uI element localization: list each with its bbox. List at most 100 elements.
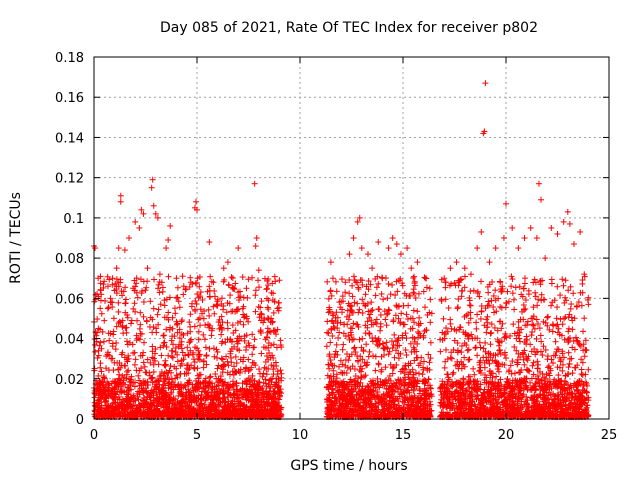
data-point: [512, 284, 519, 291]
data-point: [382, 316, 389, 323]
data-point: [202, 322, 209, 329]
data-point: [427, 296, 434, 303]
data-point: [488, 321, 495, 328]
data-point: [233, 360, 240, 367]
data-point: [228, 274, 235, 281]
data-point: [112, 346, 119, 353]
data-point: [200, 364, 207, 371]
data-point: [276, 396, 283, 403]
data-point: [200, 315, 207, 322]
data-point: [263, 371, 270, 378]
data-point: [124, 338, 131, 345]
data-point: [215, 362, 222, 369]
data-point: [101, 317, 108, 324]
data-point: [403, 311, 410, 318]
data-point: [376, 306, 383, 313]
data-point: [534, 358, 541, 365]
data-point: [377, 320, 384, 327]
data-point: [350, 345, 357, 352]
data-point: [174, 321, 181, 328]
data-point: [218, 331, 225, 338]
data-point: [383, 322, 390, 329]
data-point: [151, 276, 158, 283]
data-point: [148, 375, 155, 382]
data-point: [255, 277, 262, 284]
data-point: [366, 348, 373, 355]
data-point: [359, 309, 366, 316]
data-point: [97, 339, 104, 346]
data-point: [160, 339, 167, 346]
data-point: [368, 307, 375, 314]
data-point: [225, 281, 232, 288]
data-point: [150, 305, 157, 312]
data-point: [423, 284, 430, 291]
data-point: [478, 308, 485, 315]
data-point: [504, 288, 511, 295]
data-point: [333, 341, 340, 348]
data-point: [157, 301, 164, 308]
data-point: [111, 399, 118, 406]
data-point: [416, 314, 423, 321]
data-point: [335, 334, 342, 341]
data-point: [411, 273, 418, 280]
data-point: [521, 275, 528, 282]
data-point: [486, 360, 493, 367]
data-point: [333, 288, 340, 295]
data-point: [211, 353, 218, 360]
data-point: [169, 354, 176, 361]
data-point: [373, 284, 380, 291]
data-point: [474, 311, 481, 318]
data-point: [232, 280, 239, 287]
data-point: [134, 294, 141, 301]
data-point: [255, 303, 262, 310]
data-point: [565, 349, 572, 356]
data-point: [323, 343, 330, 350]
data-point: [467, 288, 474, 295]
data-point: [533, 316, 540, 323]
data-point: [477, 344, 484, 351]
data-point: [227, 292, 234, 299]
data-point: [349, 282, 356, 289]
data-point: [277, 367, 284, 374]
data-point: [134, 317, 141, 324]
data-point: [94, 316, 101, 323]
data-point: [503, 355, 510, 362]
data-point: [116, 318, 123, 325]
data-point: [358, 368, 365, 375]
data-point: [224, 319, 231, 326]
data-point: [214, 354, 221, 361]
data-point: [384, 295, 391, 302]
data-point: [256, 284, 263, 291]
data-point: [470, 365, 477, 372]
data-point: [523, 394, 530, 401]
data-point: [132, 356, 139, 363]
data-point: [530, 322, 537, 329]
data-point: [324, 329, 331, 336]
data-point: [531, 325, 538, 332]
data-point: [141, 339, 148, 346]
data-point: [155, 361, 162, 368]
data-point: [476, 339, 483, 346]
data-point: [338, 276, 345, 283]
data-point: [163, 343, 170, 350]
data-point: [383, 339, 390, 346]
data-point: [268, 362, 275, 369]
data-point: [224, 325, 231, 332]
data-point: [422, 304, 429, 311]
data-point: [393, 302, 400, 309]
data-point: [240, 321, 247, 328]
data-point: [324, 278, 331, 285]
data-point: [252, 308, 259, 315]
data-point: [245, 340, 252, 347]
data-point: [356, 306, 363, 313]
data-point: [130, 350, 137, 357]
data-point: [165, 352, 172, 359]
data-point: [174, 294, 181, 301]
data-point: [416, 370, 423, 377]
data-point: [372, 292, 379, 299]
data-point: [252, 292, 259, 299]
data-point: [395, 355, 402, 362]
data-point: [561, 315, 568, 322]
data-point: [472, 345, 479, 352]
data-point: [565, 314, 572, 321]
